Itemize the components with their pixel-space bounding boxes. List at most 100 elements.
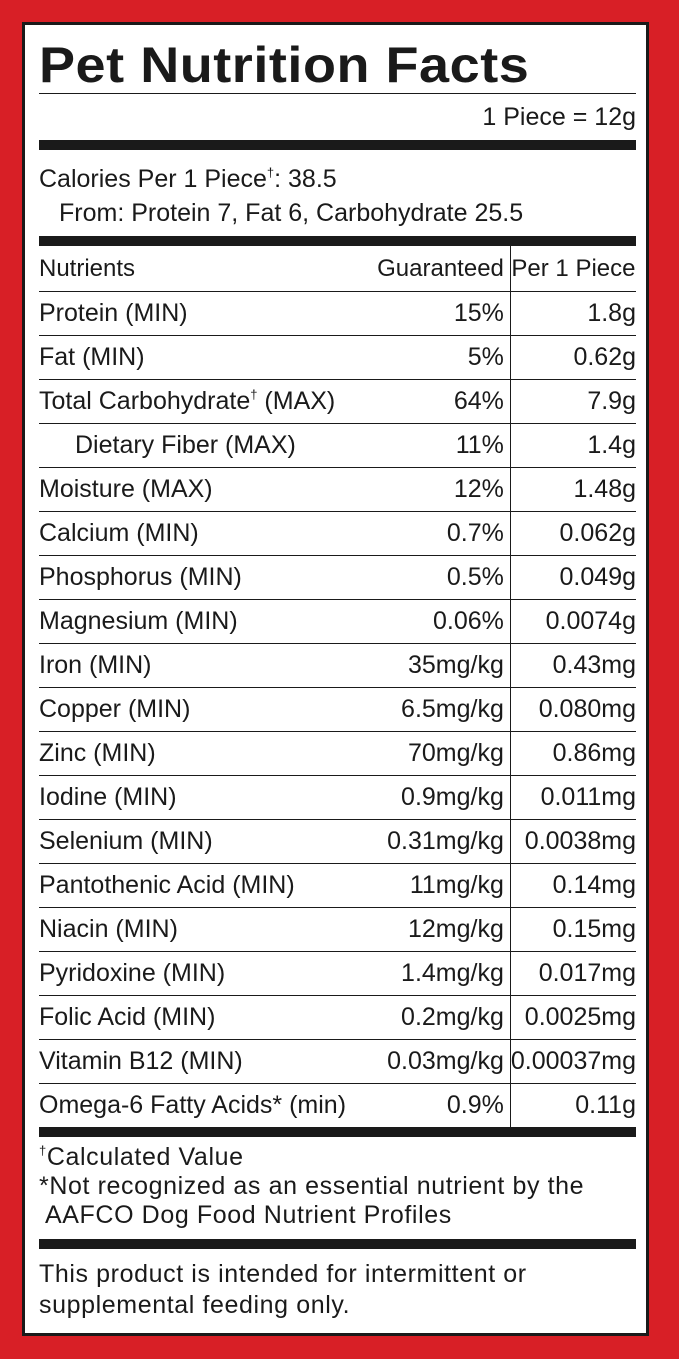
feeding-note: This product is intended for intermitten… (39, 1260, 527, 1319)
header-nutrients: Nutrients (39, 246, 354, 292)
nutrient-name: Copper (MIN) (39, 687, 354, 732)
per-piece-value: 1.48g (510, 467, 636, 512)
per-piece-value: 0.049g (510, 555, 636, 600)
footnote-star-cont: AAFCO Dog Food Nutrient Profiles (45, 1201, 452, 1229)
guaranteed-value: 0.9% (353, 1083, 511, 1127)
table-row: Protein (MIN) 15% 1.8g (39, 291, 636, 336)
table-row: Calcium (MIN) 0.7% 0.062g (39, 511, 636, 556)
nutrient-name-text: Pantothenic Acid (MIN) (39, 871, 295, 899)
nutrient-name: Phosphorus (MIN) (39, 555, 354, 600)
table-row: Phosphorus (MIN) 0.5% 0.049g (39, 555, 636, 600)
per-piece-value: 0.00037mg (510, 1039, 636, 1084)
thick-divider (39, 1127, 636, 1137)
calories-from: From: Protein 7, Fat 6, Carbohydrate 25.… (59, 199, 524, 227)
nutrient-name-text: Vitamin B12 (MIN) (39, 1047, 243, 1075)
nutrient-name-text: Iron (MIN) (39, 651, 152, 679)
per-piece-value: 1.4g (510, 423, 636, 468)
table-row: Vitamin B12 (MIN) 0.03mg/kg 0.00037mg (39, 1039, 636, 1084)
nutrient-name: Omega-6 Fatty Acids* (min) (39, 1084, 354, 1128)
table-row: Selenium (MIN) 0.31mg/kg 0.0038mg (39, 819, 636, 864)
guaranteed-value: 35mg/kg (353, 643, 511, 688)
per-piece-value: 0.080mg (510, 687, 636, 732)
table-row: Moisture (MAX) 12% 1.48g (39, 467, 636, 512)
nutrient-name: Zinc (MIN) (39, 731, 354, 776)
nutrient-name: Selenium (MIN) (39, 819, 354, 864)
nutrient-name: Pyridoxine (MIN) (39, 951, 354, 996)
nutrient-name: Dietary Fiber (MAX) (39, 423, 354, 468)
table-row: Omega-6 Fatty Acids* (min) 0.9% 0.11g (39, 1083, 636, 1128)
nutrient-name-text: Moisture (MAX) (39, 475, 213, 503)
nutrient-name-text: Iodine (MIN) (39, 783, 177, 811)
nutrient-name-text: Pyridoxine (MIN) (39, 959, 226, 987)
serving-size: 1 Piece = 12g (482, 103, 636, 131)
dagger-mark: † (39, 1143, 47, 1158)
nutrition-facts-panel: Pet Nutrition Facts 1 Piece = 12g Calori… (22, 22, 649, 1336)
thick-divider (39, 140, 636, 150)
guaranteed-value: 1.4mg/kg (353, 951, 511, 996)
calories-line: Calories Per 1 Piece†: 38.5 (39, 150, 636, 196)
guaranteed-value: 70mg/kg (353, 731, 511, 776)
guaranteed-value: 6.5mg/kg (353, 687, 511, 732)
footnote-calculated: †Calculated Value (39, 1143, 636, 1172)
calories-label: Calories Per 1 Piece (39, 165, 267, 193)
table-row: Copper (MIN) 6.5mg/kg 0.080mg (39, 687, 636, 732)
per-piece-value: 0.062g (510, 511, 636, 556)
table-row: Dietary Fiber (MAX) 11% 1.4g (39, 423, 636, 468)
per-piece-value: 0.017mg (510, 951, 636, 996)
thick-divider (39, 1239, 636, 1249)
thick-divider (39, 236, 636, 246)
nutrient-name: Niacin (MIN) (39, 907, 354, 952)
guaranteed-value: 11mg/kg (353, 863, 511, 908)
per-piece-value: 0.11g (575, 1091, 636, 1119)
table-row: Total Carbohydrate† (MAX) 64% 7.9g (39, 379, 636, 424)
guaranteed-value: 0.03mg/kg (353, 1039, 511, 1084)
nutrient-name-text: Calcium (MIN) (39, 519, 199, 547)
per-piece-value: 0.011mg (510, 775, 636, 820)
nutrient-name-text: Protein (MIN) (39, 299, 188, 327)
per-piece-value: 7.9g (510, 379, 636, 424)
nutrient-name: Fat (MIN) (39, 335, 354, 380)
table-row: Fat (MIN) 5% 0.62g (39, 335, 636, 380)
nutrient-name-text: Selenium (MIN) (39, 827, 213, 855)
header-per-piece: Per 1 Piece (510, 246, 636, 292)
nutrient-name-text: Zinc (MIN) (39, 739, 156, 767)
per-piece-value: 0.62g (510, 335, 636, 380)
calories-block: Calories Per 1 Piece†: 38.5 From: Protei… (39, 150, 636, 236)
divider (39, 93, 636, 94)
nutrient-name-suffix: (MAX) (257, 387, 336, 415)
nutrient-name-text: Fat (MIN) (39, 343, 145, 371)
nutrient-name-text: Omega-6 Fatty Acids* (min) (39, 1091, 347, 1119)
nutrient-name-text: Magnesium (MIN) (39, 607, 238, 635)
guaranteed-value: 64% (353, 379, 511, 424)
table-row: Zinc (MIN) 70mg/kg 0.86mg (39, 731, 636, 776)
per-piece-value: 0.0025mg (510, 995, 636, 1040)
dagger-mark: † (266, 165, 275, 180)
per-piece-value: 0.43mg (510, 643, 636, 688)
guaranteed-value: 0.7% (353, 511, 511, 556)
guaranteed-value: 0.5% (353, 555, 511, 600)
guaranteed-value: 5% (353, 335, 511, 380)
guaranteed-value: 12% (353, 467, 511, 512)
per-piece-value: 0.0038mg (510, 819, 636, 864)
table-row: Iodine (MIN) 0.9mg/kg 0.011mg (39, 775, 636, 820)
guaranteed-value: 15% (353, 291, 511, 336)
header-guaranteed: Guaranteed (353, 246, 511, 292)
dagger-mark: † (250, 387, 258, 402)
table-row: Pantothenic Acid (MIN) 11mg/kg 0.14mg (39, 863, 636, 908)
table-header-row: Nutrients Guaranteed Per 1 Piece (39, 246, 636, 292)
table-row: Niacin (MIN) 12mg/kg 0.15mg (39, 907, 636, 952)
nutrient-name: Calcium (MIN) (39, 511, 354, 556)
nutrient-table: Nutrients Guaranteed Per 1 Piece Protein… (39, 246, 636, 1127)
footnote-calculated-text: Calculated Value (46, 1143, 244, 1171)
table-row: Folic Acid (MIN) 0.2mg/kg 0.0025mg (39, 995, 636, 1040)
nutrient-name: Iron (MIN) (39, 643, 354, 688)
guaranteed-value: 12mg/kg (353, 907, 511, 952)
calories-value: : 38.5 (274, 165, 337, 193)
per-piece-value: 0.0074g (510, 599, 636, 644)
per-piece-value: 0.14mg (510, 863, 636, 908)
nutrient-name: Vitamin B12 (MIN) (39, 1039, 354, 1084)
nutrient-name-text: Niacin (MIN) (39, 915, 178, 943)
nutrient-name: Pantothenic Acid (MIN) (39, 863, 354, 908)
nutrient-name: Iodine (MIN) (39, 775, 354, 820)
panel-title: Pet Nutrition Facts (39, 37, 530, 93)
